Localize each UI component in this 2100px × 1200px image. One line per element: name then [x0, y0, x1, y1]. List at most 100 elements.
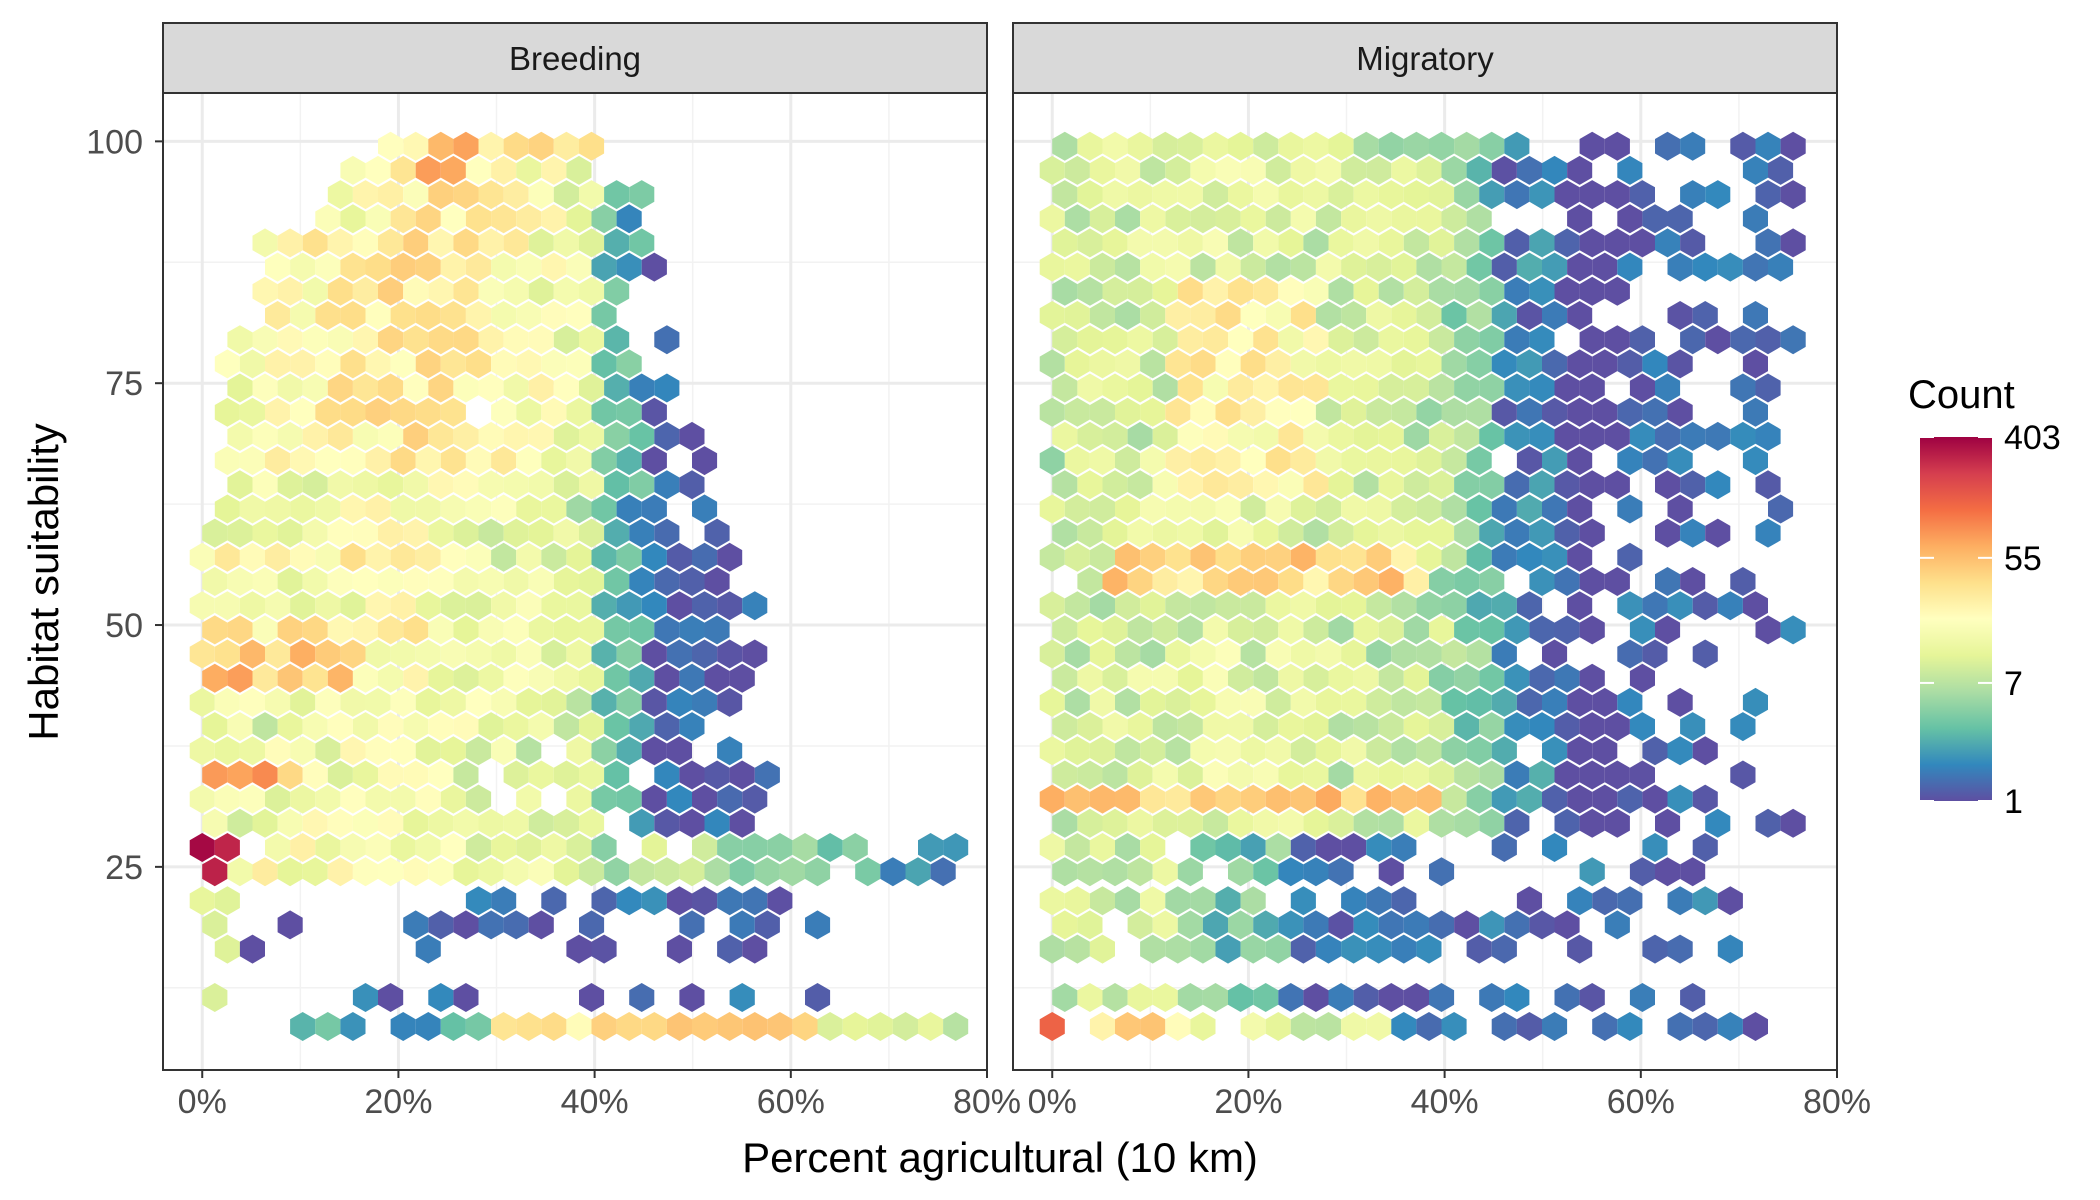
hexbin-cell	[1567, 301, 1593, 330]
hexbin-cell	[1140, 687, 1166, 717]
hexbin-cell	[654, 421, 680, 451]
hexbin-cell	[352, 857, 378, 887]
hexbin-cell	[1403, 180, 1429, 210]
hexbin-cell	[491, 886, 517, 916]
hexbin-cell	[1554, 228, 1580, 258]
hexbin-cell	[503, 615, 529, 645]
hexbin-cell	[654, 518, 680, 548]
hexbin-cell	[1768, 252, 1794, 282]
hexbin-cell	[516, 542, 542, 572]
hexbin-cell	[566, 639, 592, 669]
hexbin-cell	[1127, 325, 1153, 355]
hexbin-cell	[378, 421, 404, 451]
hexbin-cell	[1604, 180, 1630, 210]
hexbin-cell	[1190, 301, 1216, 330]
hexbin-cell	[453, 228, 479, 258]
hexbin-cell	[1089, 784, 1115, 814]
hexbin-cell	[1667, 301, 1693, 330]
hexbin-cell	[1604, 325, 1630, 355]
hexbin-cell	[239, 591, 265, 621]
hexbin-cell	[591, 687, 617, 717]
hexbin-cell	[1290, 1012, 1316, 1041]
hexbin-cell	[528, 808, 554, 838]
hexbin-cell	[541, 591, 567, 621]
hexbin-cell	[365, 155, 391, 185]
hexbin-cell	[1391, 1012, 1417, 1041]
hexbin-cell	[1265, 687, 1291, 717]
hexbin-cell	[214, 494, 240, 524]
hexbin-cell	[616, 591, 642, 621]
hexbin-cell	[1152, 760, 1178, 790]
hexbin-cell	[1667, 886, 1693, 916]
hexbin-cell	[1215, 687, 1241, 717]
hexbin-cell	[1429, 615, 1455, 645]
hexbin-cell	[315, 1012, 341, 1041]
hexbin-cell	[415, 1012, 441, 1041]
hexbin-cell	[1165, 155, 1191, 185]
hexbin-cell	[1466, 301, 1492, 330]
hexbin-cell	[1429, 567, 1455, 596]
hexbin-cell	[378, 808, 404, 838]
hexbin-cell	[629, 373, 655, 403]
hexbin-cell	[1353, 180, 1379, 210]
hexbin-cell	[315, 542, 341, 572]
hexbin-cell	[1064, 934, 1090, 964]
hexbin-cell	[491, 736, 517, 766]
hexbin-cell	[415, 736, 441, 766]
hexbin-cell	[1742, 687, 1768, 717]
hexbin-cell	[1629, 760, 1655, 790]
hexbin-cell	[352, 470, 378, 500]
hexbin-cell	[1755, 373, 1781, 403]
hexbin-cell	[1429, 983, 1455, 1012]
hexbin-cell	[1680, 325, 1706, 355]
hexbin-cell	[1190, 542, 1216, 572]
hexbin-cell	[365, 252, 391, 282]
hexbin-cell	[1441, 204, 1467, 234]
hexbin-cell	[478, 663, 504, 693]
facet-label-migratory: Migratory	[1356, 40, 1494, 77]
hexbin-cell	[792, 1012, 818, 1041]
hexbin-cell	[717, 591, 743, 621]
hexbin-cell	[1491, 542, 1517, 572]
hexbin-cell	[1265, 252, 1291, 282]
hexbin-cell	[641, 784, 667, 814]
hexbin-cell	[428, 663, 454, 693]
hexbin-cell	[1089, 155, 1115, 185]
hexbin-cell	[1554, 615, 1580, 645]
hexbin-cell	[1542, 494, 1568, 524]
hexbin-cell	[1278, 663, 1304, 693]
hexbin-cell	[729, 857, 755, 887]
hexbin-cell	[1039, 934, 1065, 964]
hexbin-cell	[1315, 542, 1342, 572]
hexbin-cell	[1190, 886, 1216, 916]
hexbin-cell	[390, 736, 416, 766]
hexbin-cell	[1202, 983, 1228, 1012]
hexbin-cell	[491, 542, 517, 572]
hexbin-cell	[352, 373, 378, 403]
hexbin-cell	[1391, 252, 1417, 282]
hexbin-cell	[1328, 615, 1354, 645]
hexbin-cell	[1366, 886, 1392, 916]
hexbin-cell	[1655, 228, 1681, 258]
hexbin-cell	[503, 712, 529, 742]
hexbin-cell	[692, 542, 718, 572]
hexbin-cell	[227, 808, 253, 838]
hexbin-cell	[1378, 421, 1404, 451]
hexbin-cell	[1617, 886, 1643, 916]
hexbin-cell	[415, 687, 441, 717]
hexbin-cell	[1190, 687, 1216, 717]
hexbin-cell	[666, 639, 692, 669]
hexbin-cell	[1780, 615, 1806, 645]
hexbin-cell	[440, 784, 466, 814]
hexbin-cell	[1479, 983, 1505, 1012]
hexbin-cell	[1667, 736, 1693, 766]
hexbin-cell	[1391, 397, 1417, 427]
hexbin-cell	[1592, 252, 1618, 282]
hexbin-cell	[1529, 910, 1555, 940]
hexbin-cell	[277, 857, 303, 887]
hexbin-cell	[616, 204, 642, 234]
hexbin-cell	[1278, 131, 1304, 161]
hexbin-cell	[1278, 910, 1304, 940]
hexbin-cell	[541, 639, 567, 669]
hexbin-cell	[315, 301, 341, 330]
